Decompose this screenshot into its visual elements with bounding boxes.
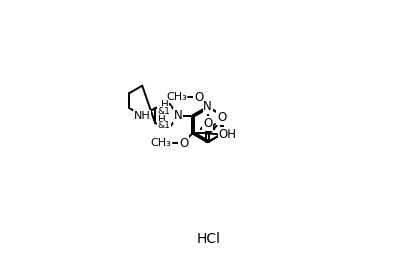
Text: CH₃: CH₃ <box>151 138 171 148</box>
Text: &1: &1 <box>157 121 170 130</box>
Text: H: H <box>158 115 166 124</box>
Text: HCl: HCl <box>197 232 221 246</box>
Text: H: H <box>161 100 168 110</box>
Text: O: O <box>203 117 212 130</box>
Text: OH: OH <box>218 128 237 141</box>
Text: O: O <box>194 91 204 104</box>
Text: N: N <box>203 100 212 113</box>
Text: N: N <box>174 109 183 122</box>
Text: &1: &1 <box>158 107 170 116</box>
Text: CH₃: CH₃ <box>166 92 187 102</box>
Text: O: O <box>179 137 188 150</box>
Text: NH: NH <box>134 111 151 121</box>
Text: O: O <box>217 111 226 124</box>
